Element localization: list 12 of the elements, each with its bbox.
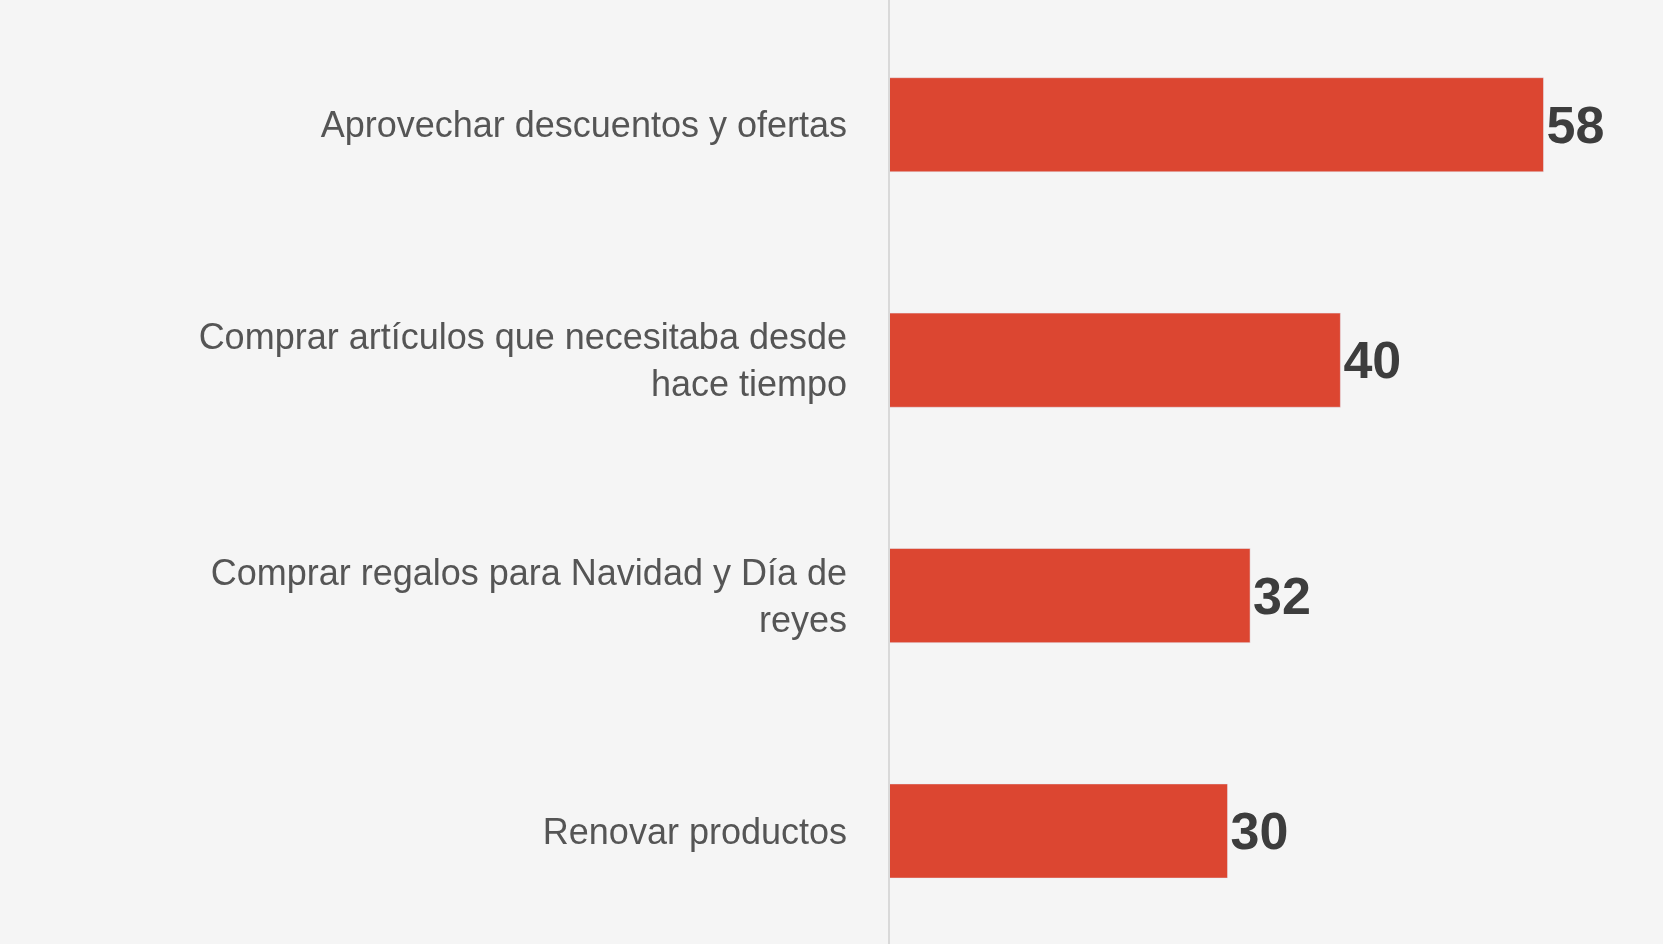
y-tick-label: Comprar artículos que necesitaba desde hace tiempo: [198, 316, 847, 405]
bar: [888, 548, 1251, 643]
y-tick-label: Comprar regalos para Navidad y Día de reyes: [210, 551, 847, 640]
bar: [888, 312, 1341, 408]
y-tick-label: Renovar productos: [542, 810, 847, 852]
bar: [888, 783, 1228, 879]
data-label: 30: [1230, 802, 1289, 860]
bar: [888, 77, 1544, 173]
data-label: 32: [1253, 566, 1311, 625]
data-label: 58: [1546, 95, 1605, 154]
y-tick-label: Aprovechar descuentos y ofertas: [320, 104, 847, 146]
data-label: 40: [1343, 331, 1402, 390]
